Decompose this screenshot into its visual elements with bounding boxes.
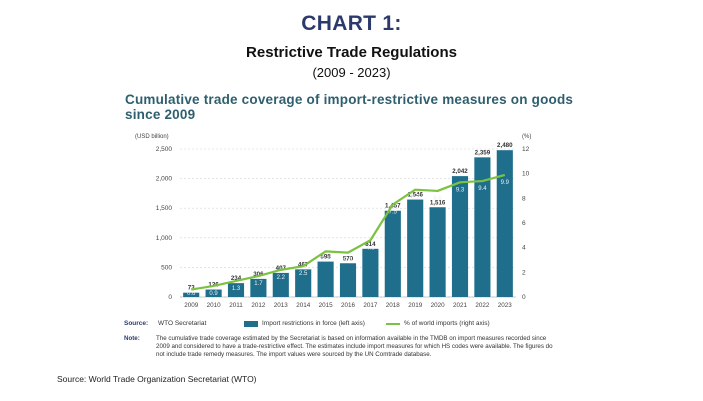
note: Note: The cumulative trade coverage estim… bbox=[124, 335, 564, 359]
pct-value-label: 1.3 bbox=[232, 286, 241, 292]
bar bbox=[250, 278, 267, 297]
left-tick-label: 2,000 bbox=[156, 176, 173, 183]
x-tick-label: 2020 bbox=[431, 302, 446, 309]
right-tick-label: 4 bbox=[522, 245, 526, 252]
x-tick-label: 2009 bbox=[184, 302, 199, 309]
x-tick-label: 2023 bbox=[498, 302, 513, 309]
note-text: The cumulative trade coverage estimated … bbox=[156, 335, 553, 358]
bar-value-label: 306 bbox=[253, 271, 264, 278]
bar bbox=[451, 176, 469, 297]
x-tick-label: 2014 bbox=[296, 302, 311, 309]
bar bbox=[295, 269, 312, 297]
bar-value-label: 73 bbox=[188, 285, 195, 292]
bar-value-label: 1,646 bbox=[407, 192, 423, 199]
bar-value-label: 2,480 bbox=[497, 142, 513, 149]
source-value: WTO Secretariat bbox=[158, 320, 207, 327]
bar bbox=[272, 272, 289, 297]
legend-line-swatch bbox=[386, 323, 400, 325]
pct-value-label: 7.5 bbox=[389, 210, 398, 216]
legend-line-label: % of world imports (right axis) bbox=[404, 320, 490, 327]
x-tick-label: 2017 bbox=[363, 302, 378, 309]
x-tick-label: 2021 bbox=[453, 302, 468, 309]
left-tick-label: 500 bbox=[161, 264, 172, 271]
pct-value-label: 9.3 bbox=[456, 187, 465, 193]
chart-subtitle: Restrictive Trade Regulations bbox=[246, 44, 457, 61]
right-tick-label: 8 bbox=[522, 195, 526, 202]
pct-value-label: 0.9 bbox=[209, 291, 218, 297]
pct-value-label: 8.6 bbox=[433, 196, 442, 202]
x-tick-label: 2015 bbox=[319, 302, 334, 309]
bar bbox=[429, 207, 446, 297]
bar-value-label: 1,516 bbox=[430, 199, 446, 206]
figure-title: Cumulative trade coverage of import-rest… bbox=[125, 92, 574, 122]
chart-heading: CHART 1: bbox=[301, 12, 402, 35]
footer-source: Source: World Trade Organization Secreta… bbox=[57, 374, 257, 384]
bar bbox=[407, 199, 424, 297]
right-tick-label: 10 bbox=[522, 171, 530, 178]
pct-value-label: 2.2 bbox=[277, 275, 286, 281]
bar-value-label: 598 bbox=[320, 254, 331, 261]
bar-value-label: 407 bbox=[276, 265, 287, 272]
x-tick-label: 2011 bbox=[229, 302, 243, 309]
bar bbox=[205, 289, 222, 297]
left-tick-label: 1,000 bbox=[156, 235, 173, 242]
x-tick-label: 2019 bbox=[408, 302, 423, 309]
bar bbox=[227, 283, 245, 297]
bar bbox=[317, 261, 334, 297]
source-label: Source: bbox=[124, 320, 149, 327]
right-tick-label: 6 bbox=[522, 220, 526, 227]
bar bbox=[183, 292, 200, 297]
x-tick-label: 2016 bbox=[341, 302, 356, 309]
left-tick-label: 2,500 bbox=[156, 146, 173, 153]
pct-value-label: 8.7 bbox=[411, 195, 420, 201]
x-tick-label: 2010 bbox=[207, 302, 222, 309]
pct-value-label: 0.6 bbox=[187, 291, 196, 297]
x-tick-label: 2018 bbox=[386, 302, 401, 309]
bar bbox=[496, 150, 513, 297]
left-axis-label: (USD billion) bbox=[135, 134, 169, 140]
pct-line bbox=[191, 173, 506, 291]
x-tick-label: 2022 bbox=[475, 302, 490, 309]
bar-value-label: 814 bbox=[365, 241, 376, 248]
bar-value-label: 570 bbox=[343, 255, 354, 262]
bar-value-label: 1,457 bbox=[385, 203, 401, 210]
left-tick-label: 1,500 bbox=[156, 205, 173, 212]
pct-value-label: 3.6 bbox=[344, 258, 353, 264]
bar bbox=[339, 263, 357, 297]
bar bbox=[474, 157, 491, 297]
bar-value-label: 234 bbox=[231, 275, 242, 282]
pct-value-label: 2.5 bbox=[299, 271, 308, 277]
bar-value-label: 2,359 bbox=[475, 149, 491, 156]
pct-value-label: 9.9 bbox=[501, 180, 510, 186]
bar-value-label: 2,042 bbox=[452, 168, 468, 175]
pct-value-label: 9.4 bbox=[478, 186, 487, 192]
legend-bar-label: Import restrictions in force (left axis) bbox=[262, 320, 365, 327]
bar bbox=[362, 248, 379, 297]
right-tick-label: 12 bbox=[522, 146, 530, 153]
x-tick-label: 2013 bbox=[274, 302, 289, 309]
x-tick-label: 2012 bbox=[251, 302, 266, 309]
bar bbox=[384, 210, 401, 297]
chart-period: (2009 - 2023) bbox=[312, 65, 391, 80]
left-tick-label: 0 bbox=[168, 294, 172, 301]
pct-value-label: 4.6 bbox=[366, 245, 375, 251]
pct-value-label: 1.7 bbox=[254, 281, 263, 287]
legend-bar-swatch bbox=[244, 321, 258, 327]
right-tick-label: 0 bbox=[522, 294, 526, 301]
legend: Source: WTO Secretariat Import restricti… bbox=[124, 320, 564, 332]
right-axis-label: (%) bbox=[522, 134, 531, 140]
right-tick-label: 2 bbox=[522, 269, 526, 276]
pct-value-label: 3.7 bbox=[321, 256, 330, 262]
note-label: Note: bbox=[124, 335, 140, 342]
